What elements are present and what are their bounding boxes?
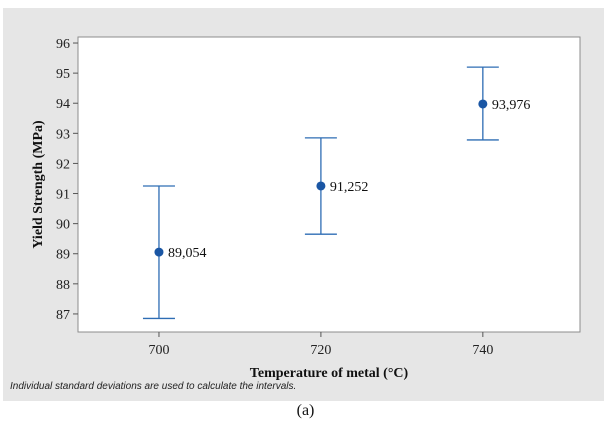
y-tick-label: 92 (56, 157, 70, 172)
y-tick-label: 87 (56, 308, 70, 323)
y-tick-label: 96 (56, 37, 70, 52)
y-tick-label: 94 (56, 97, 70, 112)
y-tick-label: 91 (56, 188, 70, 203)
x-axis-title: Temperature of metal (°C) (250, 366, 409, 381)
figure-caption: (a) (296, 402, 315, 419)
x-tick-label: 700 (148, 343, 169, 358)
data-label: 93,976 (492, 98, 531, 113)
x-tick-label: 740 (472, 343, 493, 358)
y-tick-label: 93 (56, 127, 70, 142)
footnote: Individual standard deviations are used … (10, 381, 297, 392)
data-label: 89,054 (168, 246, 207, 261)
y-tick-label: 95 (56, 67, 70, 82)
mean-point (478, 99, 488, 109)
y-tick-label: 89 (56, 248, 70, 263)
y-axis-title: Yield Strength (MPa) (31, 120, 46, 249)
data-label: 91,252 (330, 180, 369, 195)
y-tick-label: 90 (56, 218, 70, 233)
y-tick-label: 88 (56, 278, 70, 293)
mean-point (316, 181, 326, 191)
plot-area (77, 36, 581, 333)
x-tick-label: 720 (310, 343, 331, 358)
interval-plot: 87 88 89 90 91 92 93 94 95 96 700 720 740 Temperature… (31, 36, 581, 381)
mean-point (154, 247, 164, 257)
